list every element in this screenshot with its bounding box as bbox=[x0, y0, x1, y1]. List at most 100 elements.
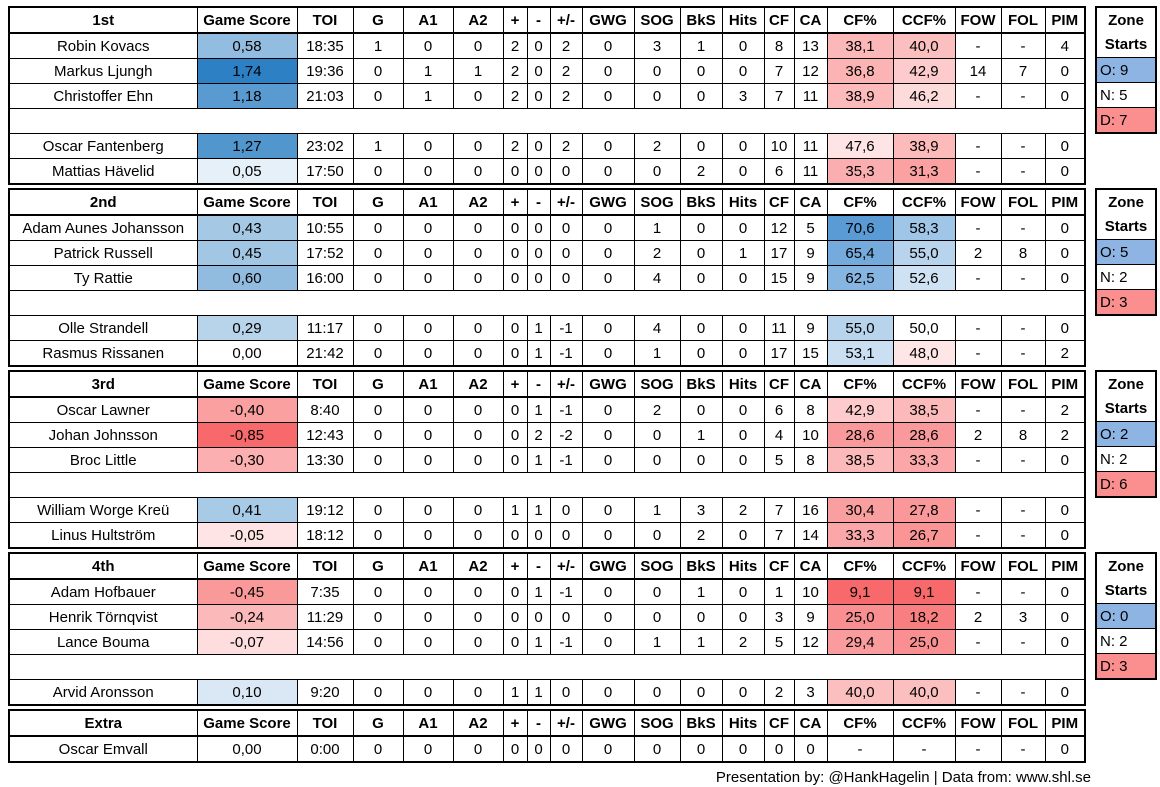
goals-cell: 0 bbox=[352, 422, 404, 448]
sog-cell: 0 bbox=[633, 578, 681, 605]
blocked-shots-cell: 0 bbox=[679, 83, 723, 109]
gwg-cell: 0 bbox=[581, 83, 635, 109]
corsi-against-cell: 11 bbox=[793, 83, 828, 109]
blocked-shots-cell: 1 bbox=[679, 578, 723, 605]
toi-cell: 13:30 bbox=[296, 447, 354, 473]
plus-cell: 1 bbox=[502, 497, 528, 523]
plus-cell: 0 bbox=[502, 315, 528, 341]
sog-cell: 0 bbox=[633, 522, 681, 549]
corsi-for-cell: 3 bbox=[763, 604, 795, 630]
player-name-cell: Ty Rattie bbox=[8, 265, 198, 291]
hits-cell: 0 bbox=[721, 58, 765, 84]
second-assists-header: A2 bbox=[452, 188, 504, 216]
pim-header: PIM bbox=[1044, 709, 1086, 737]
plus-minus-cell: -1 bbox=[549, 396, 583, 423]
hits-cell: 2 bbox=[721, 497, 765, 523]
zone-starts-header-row: Zone Starts bbox=[1095, 370, 1157, 422]
zone-defensive-starts: D: 6 bbox=[1095, 471, 1157, 498]
hits-cell: 0 bbox=[721, 158, 765, 185]
sog-cell: 0 bbox=[633, 83, 681, 109]
corsi-for-header: CF bbox=[763, 370, 795, 398]
zone-offensive-starts: O: 0 bbox=[1095, 603, 1157, 629]
player-name-cell: Oscar Emvall bbox=[8, 735, 198, 763]
faceoffs-won-cell: - bbox=[954, 497, 1002, 523]
stats-table-3rd: 3rd Game Score TOI G A1 A2 + - +/- GWG SOG BkS Hits C… bbox=[8, 370, 1086, 549]
hits-cell: 0 bbox=[721, 214, 765, 241]
pim-cell: 2 bbox=[1044, 422, 1086, 448]
player-row: Robin Kovacs 0,58 18:35 1 0 0 2 0 2 0 3 1 0 8 13 38,1 40… bbox=[8, 32, 1086, 59]
gwg-cell: 0 bbox=[581, 315, 635, 341]
sog-cell: 0 bbox=[633, 58, 681, 84]
corsi-against-cell: 12 bbox=[793, 58, 828, 84]
blocked-shots-cell: 1 bbox=[679, 422, 723, 448]
cf-pct-cell: 35,3 bbox=[826, 158, 894, 185]
faceoffs-won-cell: - bbox=[954, 522, 1002, 549]
cf-pct-cell: 62,5 bbox=[826, 265, 894, 291]
game-score-cell: -0,24 bbox=[196, 604, 298, 630]
toi-cell: 17:50 bbox=[296, 158, 354, 185]
game-score-header: Game Score bbox=[196, 709, 298, 737]
second-assists-cell: 0 bbox=[452, 214, 504, 241]
zone-starts-header: Zone Starts bbox=[1095, 188, 1157, 240]
section-label: 2nd bbox=[8, 188, 198, 216]
goals-header: G bbox=[352, 6, 404, 34]
zone-starts-table: Zone Starts O: 5 N: 2 D: 3 bbox=[1095, 188, 1157, 316]
faceoffs-won-cell: - bbox=[954, 133, 1002, 159]
separator-cell bbox=[9, 290, 1085, 316]
faceoffs-lost-cell: - bbox=[1000, 578, 1046, 605]
plus-header: + bbox=[502, 709, 528, 737]
gwg-cell: 0 bbox=[581, 578, 635, 605]
corsi-against-cell: 5 bbox=[793, 214, 828, 241]
pim-cell: 0 bbox=[1044, 629, 1086, 655]
blocked-shots-header: BkS bbox=[679, 188, 723, 216]
game-score-cell: -0,45 bbox=[196, 578, 298, 605]
minus-cell: 0 bbox=[526, 522, 551, 549]
credits-line: Presentation by: @HankHagelin | Data fro… bbox=[715, 769, 1091, 786]
pim-cell: 0 bbox=[1044, 735, 1086, 763]
plus-cell: 0 bbox=[502, 396, 528, 423]
second-assists-cell: 0 bbox=[452, 315, 504, 341]
cf-pct-cell: 38,1 bbox=[826, 32, 894, 59]
faceoffs-lost-cell: - bbox=[1000, 735, 1046, 763]
zone-defensive-starts: D: 7 bbox=[1095, 107, 1157, 134]
gwg-cell: 0 bbox=[581, 522, 635, 549]
faceoffs-lost-cell: - bbox=[1000, 214, 1046, 241]
corsi-for-cell: 7 bbox=[763, 522, 795, 549]
plus-minus-cell: 0 bbox=[549, 265, 583, 291]
separator-cell bbox=[9, 472, 1085, 498]
zone-neutral-starts-row: N: 5 bbox=[1095, 82, 1157, 108]
ccf-pct-cell: 42,9 bbox=[892, 58, 956, 84]
plus-cell: 1 bbox=[502, 679, 528, 706]
goals-header: G bbox=[352, 709, 404, 737]
minus-cell: 0 bbox=[526, 265, 551, 291]
player-name-cell: Robin Kovacs bbox=[8, 32, 198, 59]
cf-pct-cell: 36,8 bbox=[826, 58, 894, 84]
player-row: Oscar Lawner -0,40 8:40 0 0 0 0 1 -1 0 2 0 0 6 8 42,9 38… bbox=[8, 396, 1086, 423]
plus-minus-cell: -1 bbox=[549, 340, 583, 367]
ccf-pct-cell: 40,0 bbox=[892, 679, 956, 706]
game-score-cell: -0,30 bbox=[196, 447, 298, 473]
toi-header: TOI bbox=[296, 552, 354, 580]
gwg-cell: 0 bbox=[581, 735, 635, 763]
gwg-cell: 0 bbox=[581, 629, 635, 655]
separator-row bbox=[9, 654, 1085, 680]
plus-cell: 0 bbox=[502, 447, 528, 473]
corsi-against-cell: 9 bbox=[793, 315, 828, 341]
hits-cell: 0 bbox=[721, 679, 765, 706]
faceoffs-lost-cell: - bbox=[1000, 32, 1046, 59]
blocked-shots-cell: 0 bbox=[679, 340, 723, 367]
game-score-header: Game Score bbox=[196, 188, 298, 216]
game-score-header: Game Score bbox=[196, 552, 298, 580]
second-assists-cell: 0 bbox=[452, 396, 504, 423]
blocked-shots-cell: 0 bbox=[679, 396, 723, 423]
plus-minus-cell: 0 bbox=[549, 679, 583, 706]
header-row: Extra Game Score TOI G A1 A2 + - +/- GWG SOG BkS Hit… bbox=[8, 709, 1086, 737]
section-1st: 1st Game Score TOI G A1 A2 + - +/- GWG SOG BkS Hits C… bbox=[8, 6, 1160, 185]
player-row: Christoffer Ehn 1,18 21:03 0 1 0 2 0 2 0 0 0 3 7 11 38,… bbox=[8, 83, 1086, 109]
plus-minus-cell: 0 bbox=[549, 604, 583, 630]
stats-table-1st: 1st Game Score TOI G A1 A2 + - +/- GWG SOG BkS Hits C… bbox=[8, 6, 1086, 185]
toi-header: TOI bbox=[296, 6, 354, 34]
sog-cell: 4 bbox=[633, 265, 681, 291]
first-assists-cell: 0 bbox=[402, 447, 454, 473]
section-label: Extra bbox=[8, 709, 198, 737]
